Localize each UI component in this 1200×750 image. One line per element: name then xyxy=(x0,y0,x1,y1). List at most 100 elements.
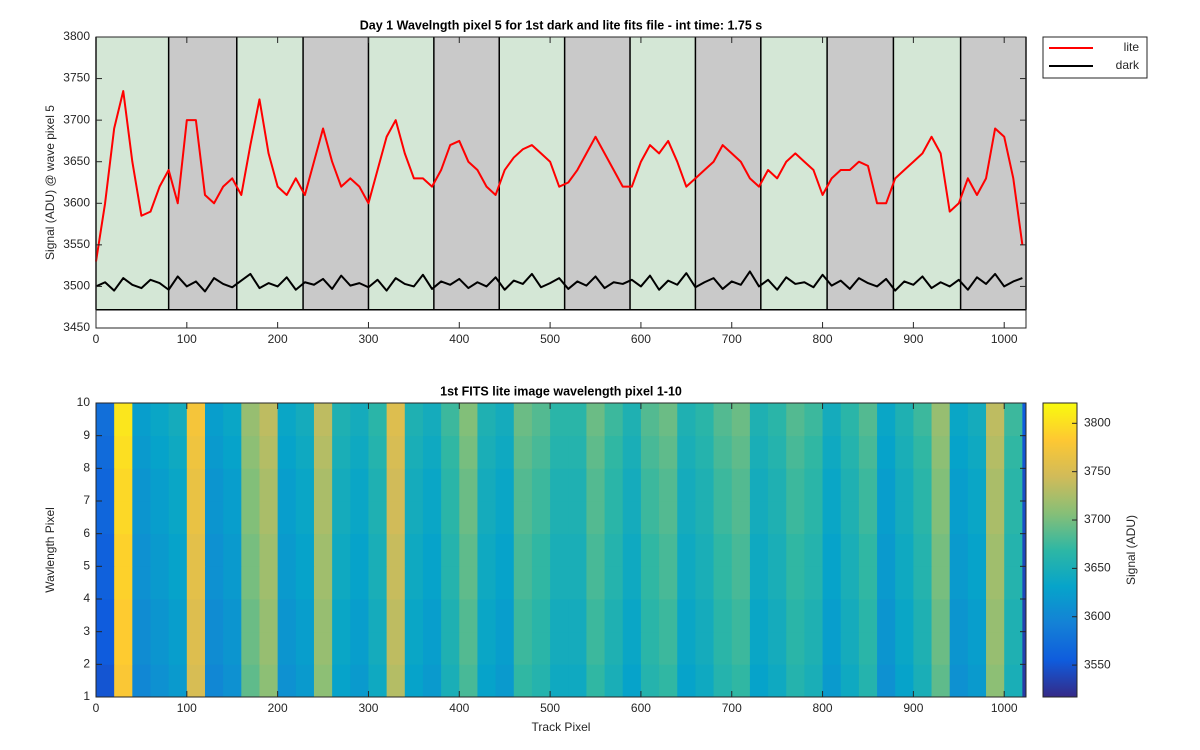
heat-cell xyxy=(695,631,714,665)
y-tick-label: 2 xyxy=(83,657,90,671)
heat-cell xyxy=(913,631,932,665)
heat-cell xyxy=(858,501,878,535)
heat-cell xyxy=(550,566,569,600)
heat-cell xyxy=(114,533,133,567)
heat-cell xyxy=(186,501,206,535)
heat-cell xyxy=(949,533,969,567)
heat-cell xyxy=(477,468,497,502)
heat-cell xyxy=(495,566,515,600)
heat-cell xyxy=(768,468,787,502)
heat-cell xyxy=(786,403,805,437)
heat-cell xyxy=(313,566,333,600)
heat-cell xyxy=(368,631,388,665)
heat-cell xyxy=(622,599,642,633)
colorbar-tick-label: 3600 xyxy=(1084,609,1111,623)
heat-cell xyxy=(96,403,115,437)
heat-cell xyxy=(877,631,896,665)
heat-cell xyxy=(96,435,115,469)
heat-cell xyxy=(1004,566,1023,600)
heat-cell xyxy=(677,403,696,437)
heat-cell xyxy=(186,631,206,665)
x-tick-label: 1000 xyxy=(991,701,1018,715)
heat-cell xyxy=(640,501,660,535)
heat-cell xyxy=(550,403,569,437)
heat-cell xyxy=(332,501,351,535)
heat-cell xyxy=(295,403,315,437)
y-tick-label: 3 xyxy=(83,624,90,638)
heat-cell xyxy=(168,664,188,698)
heat-cell xyxy=(604,501,624,535)
heat-cell xyxy=(114,403,133,437)
heat-cell xyxy=(477,435,497,469)
heat-cell xyxy=(277,599,297,633)
heat-cell xyxy=(204,435,224,469)
y-tick-label: 3550 xyxy=(63,237,90,251)
heat-cell xyxy=(132,631,151,665)
heat-cell xyxy=(295,435,315,469)
heat-cell xyxy=(677,566,696,600)
heat-cell xyxy=(241,403,260,437)
heat-cell xyxy=(858,631,878,665)
heat-cell xyxy=(877,664,896,698)
heat-cell xyxy=(132,533,151,567)
heat-cell xyxy=(804,403,823,437)
heat-cell xyxy=(858,566,878,600)
x-tick-label: 900 xyxy=(903,332,923,346)
heat-cell xyxy=(277,403,297,437)
heat-cell xyxy=(568,533,587,567)
heat-cell xyxy=(404,403,424,437)
heat-cell xyxy=(1022,403,1027,437)
heat-cell xyxy=(531,403,551,437)
heat-cell xyxy=(422,664,442,698)
heat-cell xyxy=(531,533,551,567)
heat-cell xyxy=(1022,664,1027,698)
heat-cell xyxy=(386,403,406,437)
heat-cell xyxy=(350,435,369,469)
heat-cell xyxy=(986,501,1005,535)
heat-cell xyxy=(241,468,260,502)
heat-cell xyxy=(350,599,369,633)
x-tick-label: 400 xyxy=(449,701,469,715)
heat-cell xyxy=(186,403,206,437)
heat-cell xyxy=(840,468,860,502)
heat-cell xyxy=(531,501,551,535)
heat-cell xyxy=(640,599,660,633)
heat-cell xyxy=(459,468,478,502)
heat-cell xyxy=(640,435,660,469)
x-tick-label: 100 xyxy=(177,701,197,715)
heat-cell xyxy=(604,435,624,469)
heat-cell xyxy=(768,599,787,633)
heat-cell xyxy=(477,533,497,567)
heat-cell xyxy=(132,501,151,535)
heat-cell xyxy=(150,631,170,665)
heat-cell xyxy=(1004,468,1023,502)
heat-cell xyxy=(495,533,515,567)
heat-cell xyxy=(786,435,805,469)
heat-cell xyxy=(568,435,587,469)
heat-cell xyxy=(695,533,714,567)
heat-cell xyxy=(768,501,787,535)
heat-cell xyxy=(1022,599,1027,633)
y-tick-label: 3650 xyxy=(63,154,90,168)
chart-title: Day 1 Wavelngth pixel 5 for 1st dark and… xyxy=(360,18,762,32)
heat-cell xyxy=(441,631,460,665)
heat-cell xyxy=(204,501,224,535)
heat-cell xyxy=(1022,435,1027,469)
heat-cell xyxy=(477,501,497,535)
heat-cell xyxy=(822,664,842,698)
heat-cell xyxy=(114,468,133,502)
heat-cell xyxy=(858,533,878,567)
heat-cell xyxy=(422,468,442,502)
heat-cell xyxy=(441,566,460,600)
heat-cell xyxy=(132,435,151,469)
heat-cell xyxy=(132,468,151,502)
heat-cell xyxy=(404,599,424,633)
colorbar-label: Signal (ADU) xyxy=(1124,515,1138,585)
heat-cell xyxy=(459,403,478,437)
heat-cell xyxy=(150,533,170,567)
heat-cell xyxy=(386,435,406,469)
x-axis-label: Track Pixel xyxy=(532,720,591,734)
heat-cell xyxy=(568,631,587,665)
heat-cell xyxy=(913,533,932,567)
heat-cell xyxy=(822,501,842,535)
